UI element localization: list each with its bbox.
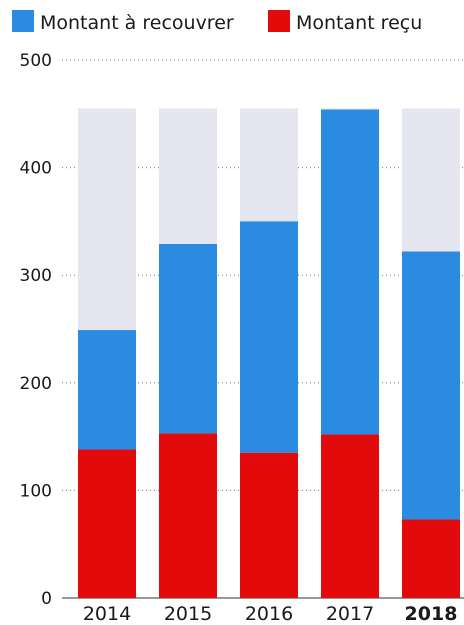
legend: Montant à recouvrer Montant reçu xyxy=(12,10,422,34)
bar-a-recouvrer-2015 xyxy=(159,243,217,434)
y-tick-500: 500 xyxy=(20,51,52,71)
bar-recu-2016 xyxy=(240,452,298,598)
y-axis-ticks: 0 100 200 300 400 500 xyxy=(20,51,52,609)
legend-swatch-0 xyxy=(12,10,34,32)
x-axis-labels: 2014 2015 2016 2017 2018 xyxy=(83,603,458,625)
y-tick-100: 100 xyxy=(20,481,52,501)
bar-recu-2014 xyxy=(78,449,136,598)
y-tick-200: 200 xyxy=(20,374,52,394)
y-tick-0: 0 xyxy=(41,589,52,609)
x-label-2018: 2018 xyxy=(405,603,458,625)
y-tick-400: 400 xyxy=(20,159,52,179)
bar-a-recouvrer-2014 xyxy=(78,330,136,450)
bar-a-recouvrer-2018 xyxy=(402,251,460,520)
x-label-2016: 2016 xyxy=(245,603,293,625)
bar-a-recouvrer-2016 xyxy=(240,221,298,453)
legend-label-1: Montant reçu xyxy=(296,12,422,34)
legend-label-0: Montant à recouvrer xyxy=(40,12,234,34)
legend-swatch-1 xyxy=(268,10,290,32)
x-label-2015: 2015 xyxy=(164,603,212,625)
bars xyxy=(78,109,460,598)
bar-recu-2017 xyxy=(321,434,379,598)
x-label-2014: 2014 xyxy=(83,603,131,625)
bar-recu-2018 xyxy=(402,519,460,598)
bar-recu-2015 xyxy=(159,433,217,598)
y-tick-300: 300 xyxy=(20,266,52,286)
bar-a-recouvrer-2017 xyxy=(321,109,379,435)
x-label-2017: 2017 xyxy=(326,603,374,625)
